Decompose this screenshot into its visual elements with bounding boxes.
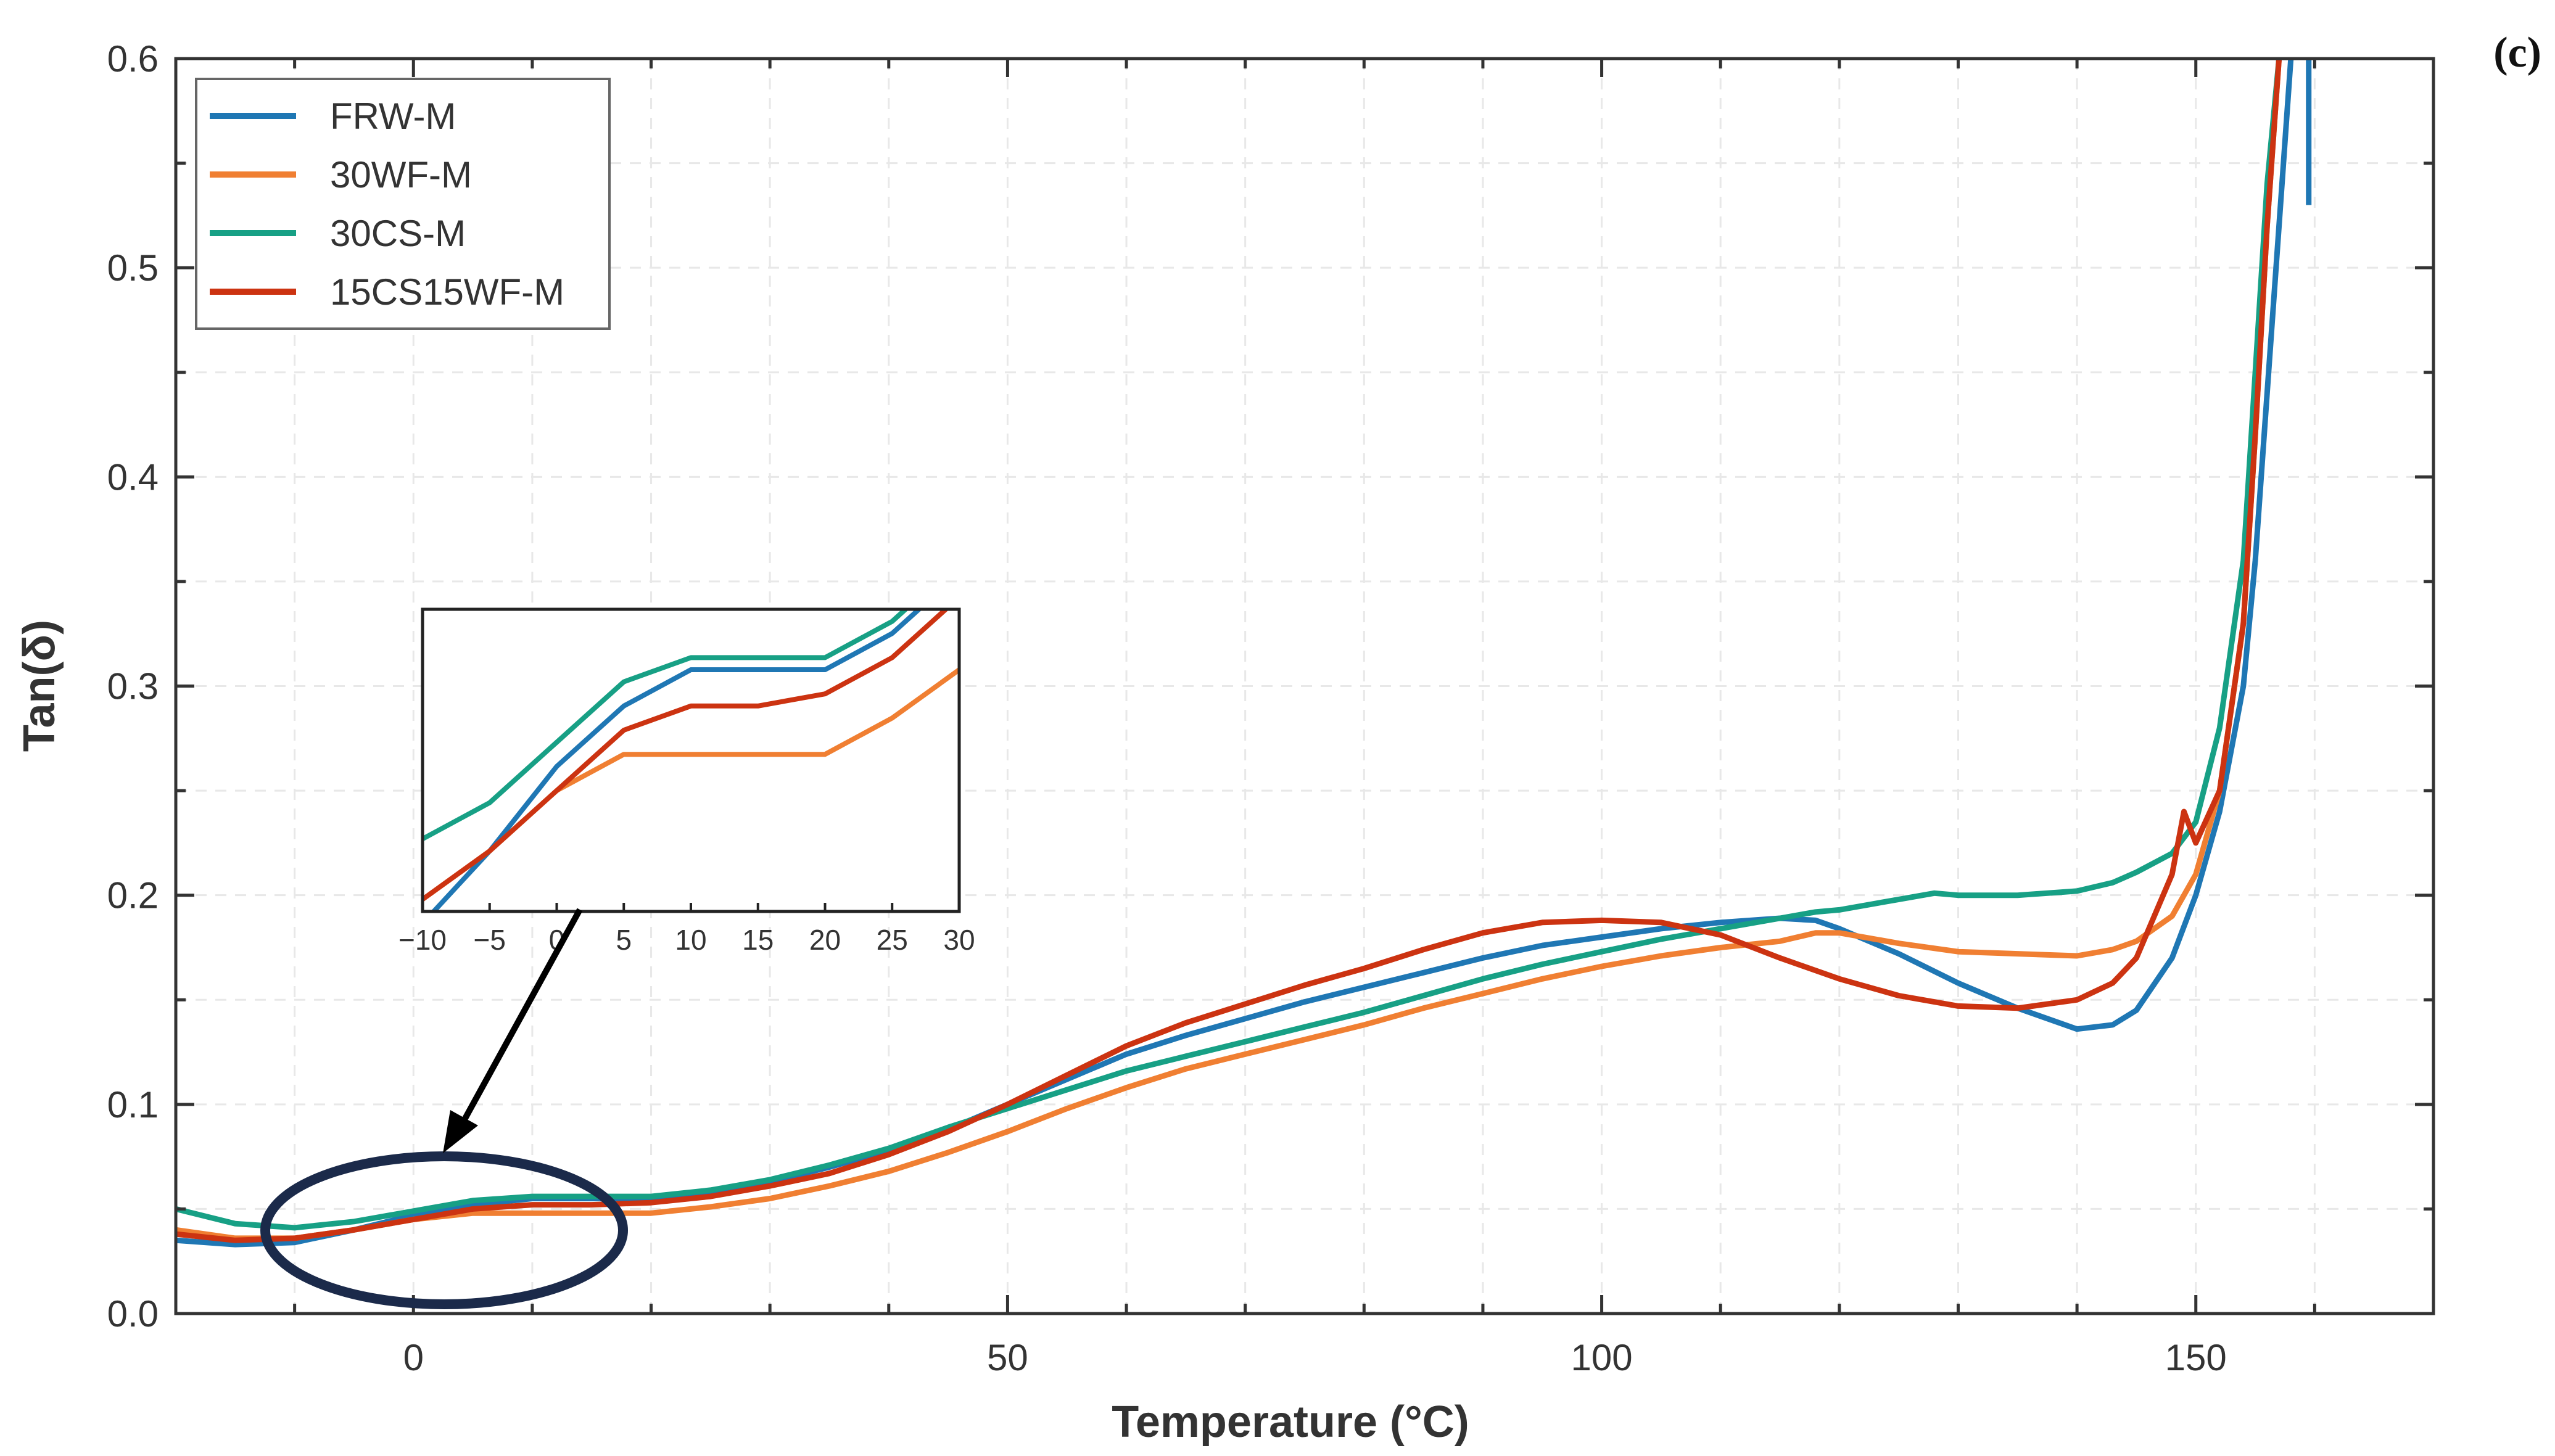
y-axis-title: Tan(δ) (15, 620, 64, 752)
x-axis-title: Temperature (°C) (1112, 1397, 1469, 1447)
inset-x-tick-label: 5 (616, 924, 632, 956)
y-tick-label: 0.0 (107, 1293, 159, 1335)
axis-ticks (174, 57, 2435, 1315)
series-line-30wf-m (176, 59, 2282, 1241)
x-tick-label: 150 (2165, 1337, 2227, 1378)
legend-label-15cs15wf-m: 15CS15WF-M (330, 271, 564, 313)
inset-plot: −10 −5 0 5 10 15 20 25 30 (398, 607, 975, 956)
inset-x-tick-label: −5 (474, 924, 506, 956)
zoom-arrow-line (456, 908, 583, 1130)
legend: FRW-M 30WF-M 30CS-M 15CS15WF-M (195, 78, 611, 330)
y-tick-label: 0.1 (107, 1084, 159, 1125)
x-tick-label: 0 (403, 1337, 424, 1378)
inset-x-tick-label: 25 (877, 924, 908, 956)
legend-label-frw-m: FRW-M (330, 96, 456, 137)
panel-label: (c) (2493, 29, 2541, 76)
inset-series-line-15cs15wf-m (423, 609, 950, 902)
y-tick-label: 0.2 (107, 875, 159, 916)
y-tick-label: 0.5 (107, 247, 159, 289)
y-tick-label: 0.4 (107, 456, 159, 498)
inset-series-layer (423, 609, 959, 911)
y-tick-label: 0.6 (107, 38, 159, 80)
series-line-15cs15wf-m (176, 59, 2282, 1243)
zoom-arrowhead (443, 1110, 478, 1153)
x-tick-label: 100 (1571, 1337, 1633, 1378)
inset-x-tick-label: 10 (675, 924, 706, 956)
legend-box (195, 78, 611, 330)
y-tick-label: 0.3 (107, 666, 159, 707)
legend-label-30wf-m: 30WF-M (330, 154, 472, 195)
zoom-region-ellipse (260, 1151, 628, 1309)
inset-ticks: −10 −5 0 5 10 15 20 25 30 (398, 903, 975, 956)
inset-x-tick-label: 30 (943, 924, 975, 956)
inset-background (423, 609, 959, 911)
inset-x-tick-label: 20 (809, 924, 841, 956)
inset-x-tick-label: −10 (398, 924, 447, 956)
inset-series-line-frw-m (430, 609, 923, 911)
inset-series-line-30cs-m (423, 609, 910, 842)
x-tick-label: 50 (987, 1337, 1028, 1378)
legend-label-30cs-m: 30CS-M (330, 213, 466, 254)
tick-labels: 0 50 100 150 0.0 0.1 0.2 0.3 0.4 0.5 0.6 (107, 38, 2227, 1378)
inset-x-tick-label: 15 (742, 924, 774, 956)
